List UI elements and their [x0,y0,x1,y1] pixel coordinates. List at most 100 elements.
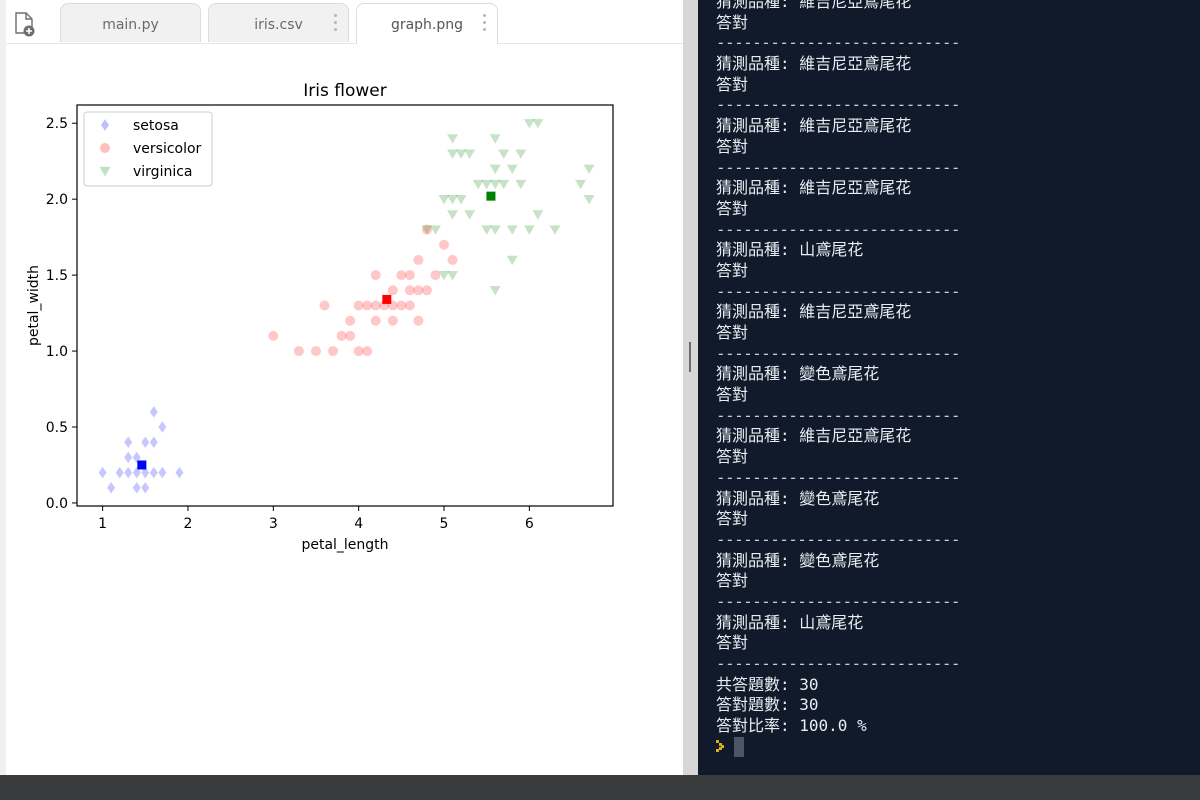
data-point-versicolor [353,346,364,357]
x-tick-label: 2 [183,516,192,532]
legend-label: versicolor [133,141,202,157]
data-point-setosa [107,482,116,494]
mean-marker-virginica [486,191,496,201]
terminal-line: 猜測品種: 山鳶尾花 [716,240,864,260]
terminal-line: 答對 [716,74,749,94]
data-point-setosa [149,436,158,448]
mean-marker-setosa [137,460,147,470]
terminal-line: 猜測品種: 變色鳶尾花 [716,488,880,508]
data-point-virginica [549,225,561,235]
data-point-virginica [447,195,459,205]
terminal-line: 答對 [716,509,749,529]
separator-line: --------------------------- [716,157,960,177]
tab-iris-csv[interactable]: iris.csv [208,3,349,42]
data-point-versicolor [328,346,339,357]
terminal-pane[interactable]: 猜測品種: 維吉尼亞鳶尾花 答對 -------------------------… [698,0,1200,775]
plot-frame [76,104,614,507]
y-tick-label: 0.0 [46,496,68,512]
data-point-setosa [141,482,150,494]
data-point-virginica [472,179,484,190]
mean-marker-versicolor [382,294,392,304]
data-point-versicolor [345,315,356,326]
tab-main-py[interactable]: main.py [60,3,201,42]
data-point-versicolor [353,300,364,311]
terminal-line: 猜測品種: 維吉尼亞鳶尾花 [716,426,912,446]
data-point-virginica [489,164,501,175]
data-point-versicolor [396,300,407,311]
data-point-virginica [447,149,459,159]
data-point-versicolor [336,330,347,341]
terminal-cursor [734,737,744,757]
y-tick-label: 2.0 [46,192,68,208]
data-point-versicolor [439,239,450,250]
data-point-virginica [481,179,493,190]
data-point-versicolor [421,224,432,235]
data-point-virginica [489,225,501,235]
data-point-virginica [515,149,527,159]
data-point-virginica [506,225,518,235]
data-point-versicolor [370,300,381,311]
data-point-virginica [464,149,476,159]
data-point-virginica [447,134,459,144]
data-point-versicolor [319,300,330,311]
data-point-virginica [498,149,510,159]
data-point-virginica [583,195,595,205]
tab-graph-png[interactable]: graph.png [356,3,498,44]
data-point-versicolor [370,270,381,281]
separator-line: --------------------------- [716,281,960,301]
tab-menu-icon[interactable] [483,14,487,32]
data-point-versicolor [447,254,458,265]
terminal-line: 猜測品種: 維吉尼亞鳶尾花 [716,54,912,74]
data-point-versicolor [362,346,373,357]
data-point-virginica [583,164,595,175]
data-point-virginica [438,195,450,205]
chart-title: Iris flower [303,81,386,101]
data-point-versicolor [396,270,407,281]
data-point-virginica [532,119,544,129]
scatter-chart: 1 2 3 4 5 6 0.0 0.5 1.0 1.5 2.0 2.5 Iris flower petal… [26,81,614,553]
data-point-versicolor [413,315,424,326]
y-axis-label: petal_width [26,265,42,346]
new-file-icon[interactable] [14,12,36,38]
data-point-setosa [124,436,133,448]
data-point-setosa [98,466,107,479]
data-point-versicolor [387,315,398,326]
splitter-grip-icon[interactable] [689,342,691,372]
terminal-line: 答對 [716,136,749,156]
tab-label: graph.png [390,17,464,33]
tab-menu-icon[interactable] [334,14,338,32]
x-tick-label: 5 [440,516,449,532]
data-point-virginica [455,149,467,159]
pane-splitter[interactable] [683,0,698,775]
terminal-line: 猜測品種: 維吉尼亞鳶尾花 [716,178,912,198]
terminal-line: 答對 [716,260,749,280]
data-point-setosa [124,466,133,479]
data-point-setosa [132,451,141,464]
x-tick-label: 3 [269,516,278,532]
data-point-setosa [141,436,150,448]
separator-line: --------------------------- [716,405,960,425]
separator-line: --------------------------- [716,343,960,363]
data-point-virginica [532,210,544,220]
terminal-line: 答對比率: 100.0 % [716,716,867,736]
terminal-line: 猜測品種: 山鳶尾花 [716,612,864,632]
separator-line: --------------------------- [716,95,960,115]
data-point-versicolor [310,346,321,357]
x-axis-label: petal_length [301,537,388,553]
data-point-virginica [506,164,518,175]
data-point-versicolor [362,300,373,311]
data-point-setosa [149,406,158,418]
x-tick-label: 1 [98,516,107,532]
terminal-line: 答對 [716,323,749,342]
data-point-setosa [158,421,167,433]
data-point-versicolor [404,270,415,281]
data-point-versicolor [421,285,432,296]
editor-pane: main.py iris.csv graph.png 1 2 3 4 5 6 0.0 0.5 1… [6,0,683,775]
data-point-virginica [464,210,476,220]
terminal-line: 答對 [716,385,749,405]
data-point-versicolor [387,285,398,296]
data-point-versicolor [413,254,424,265]
separator-line: --------------------------- [716,529,960,549]
data-point-versicolor [268,330,279,341]
data-point-virginica [447,210,459,220]
